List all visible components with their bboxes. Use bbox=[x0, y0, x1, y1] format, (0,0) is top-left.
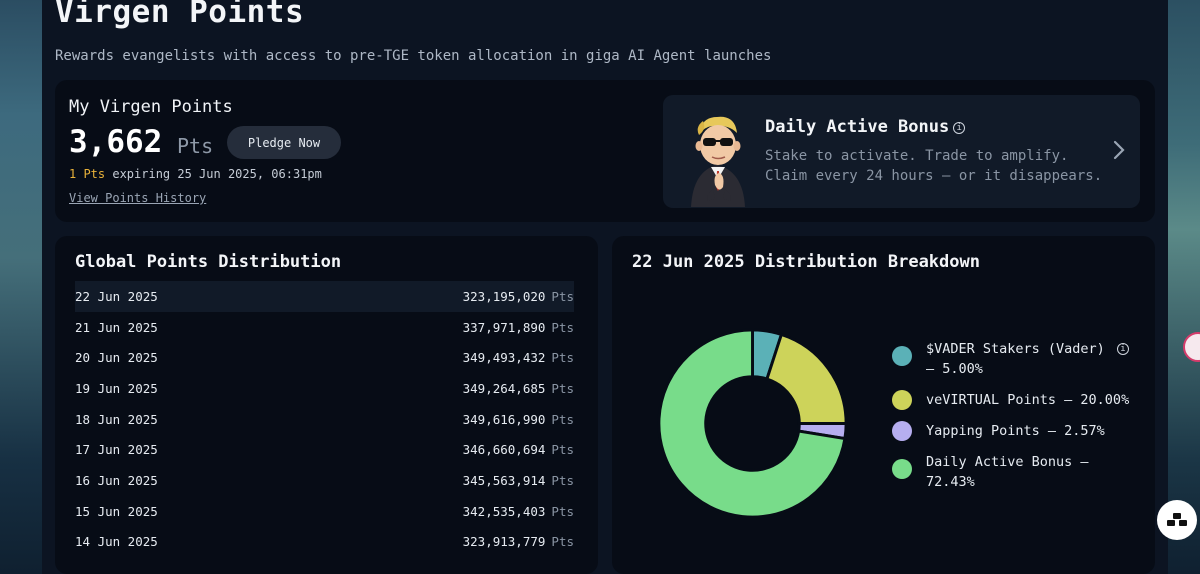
distribution-donut-chart bbox=[657, 328, 848, 519]
my-points-card: My Virgen Points 3,662 Pts Pledge Now 1 … bbox=[55, 80, 1155, 222]
row-date: 14 Jun 2025 bbox=[75, 534, 158, 550]
legend-label-line1: Daily Active Bonus – bbox=[926, 454, 1089, 470]
row-unit: Pts bbox=[551, 380, 574, 396]
row-value-cell: 342,535,403 Pts bbox=[463, 504, 574, 519]
bonus-description-line2: Claim every 24 hours — or it disappears. bbox=[765, 168, 1103, 184]
legend-item-vevirtual: veVIRTUAL Points – 20.00% bbox=[892, 390, 1142, 410]
row-value: 349,493,432 bbox=[462, 350, 546, 366]
row-value: 349,264,685 bbox=[462, 380, 546, 396]
row-date: 19 Jun 2025 bbox=[75, 380, 158, 396]
legend-swatch bbox=[892, 421, 912, 441]
legend-label: $VADER Stakers (Vader) i – 5.00% bbox=[926, 339, 1129, 379]
row-value: 323,195,020 bbox=[462, 288, 546, 304]
daily-active-bonus-label: Daily Active Bonus bbox=[765, 117, 950, 137]
row-value-cell: 349,493,432 Pts bbox=[463, 350, 574, 365]
row-date: 22 Jun 2025 bbox=[75, 288, 158, 304]
legend-label-line2: – 5.00% bbox=[926, 361, 983, 377]
my-points-unit: Pts bbox=[177, 134, 214, 158]
pledge-now-button[interactable]: Pledge Now bbox=[227, 126, 341, 159]
row-value-cell: 349,264,685 Pts bbox=[463, 381, 574, 396]
row-unit: Pts bbox=[551, 503, 574, 519]
row-value: 349,616,990 bbox=[462, 411, 546, 427]
breakdown-title: 22 Jun 2025 Distribution Breakdown bbox=[632, 252, 980, 272]
row-value: 323,913,779 bbox=[462, 534, 546, 550]
info-icon[interactable]: i bbox=[953, 122, 966, 134]
table-row: 18 Jun 2025 349,616,990 Pts bbox=[75, 404, 574, 435]
floating-widget-button[interactable] bbox=[1157, 500, 1197, 540]
row-date: 21 Jun 2025 bbox=[75, 319, 158, 335]
row-date: 16 Jun 2025 bbox=[75, 472, 158, 488]
legend-label-line1: Yapping Points – 2.57% bbox=[926, 423, 1105, 439]
legend-item-daily-active-bonus: Daily Active Bonus – 72.43% bbox=[892, 452, 1142, 492]
row-unit: Pts bbox=[551, 411, 574, 427]
my-points-value: 3,662 bbox=[69, 124, 163, 160]
legend-swatch bbox=[892, 390, 912, 410]
row-value-cell: 337,971,890 Pts bbox=[463, 320, 574, 335]
legend-swatch bbox=[892, 459, 912, 479]
daily-active-bonus-card[interactable]: Daily Active Bonus i Stake to activate. T… bbox=[663, 95, 1140, 208]
info-icon[interactable]: i bbox=[1116, 343, 1129, 355]
chevron-right-icon[interactable] bbox=[1112, 139, 1126, 161]
expiring-text: expiring 25 Jun 2025, 06:31pm bbox=[112, 167, 322, 181]
row-value-cell: 345,563,914 Pts bbox=[463, 473, 574, 488]
row-date: 20 Jun 2025 bbox=[75, 350, 158, 366]
row-value: 345,563,914 bbox=[462, 472, 546, 488]
bonus-description-line1: Stake to activate. Trade to amplify. bbox=[765, 148, 1069, 164]
table-row: 19 Jun 2025 349,264,685 Pts bbox=[75, 373, 574, 404]
table-row: 16 Jun 2025 345,563,914 Pts bbox=[75, 465, 574, 496]
mascot-avatar bbox=[691, 116, 745, 207]
table-row: 15 Jun 2025 342,535,403 Pts bbox=[75, 496, 574, 527]
row-unit: Pts bbox=[551, 350, 574, 366]
donut-slice-daily-active-bonus[interactable] bbox=[657, 328, 847, 519]
distribution-title: Global Points Distribution bbox=[75, 252, 342, 272]
distribution-breakdown-card: 22 Jun 2025 Distribution Breakdown $VADE… bbox=[612, 236, 1155, 574]
table-row: 22 Jun 2025 323,195,020 Pts bbox=[75, 281, 574, 312]
row-value: 337,971,890 bbox=[462, 319, 546, 335]
main-panel: Virgen Points Rewards evangelists with a… bbox=[42, 0, 1168, 574]
row-unit: Pts bbox=[551, 442, 574, 458]
page-title: Virgen Points bbox=[55, 0, 305, 30]
row-value-cell: 323,195,020 Pts bbox=[463, 289, 574, 304]
row-value: 342,535,403 bbox=[462, 503, 546, 519]
legend-label: Daily Active Bonus – 72.43% bbox=[926, 452, 1089, 492]
table-row: 20 Jun 2025 349,493,432 Pts bbox=[75, 342, 574, 373]
legend-item-vader-stakers: $VADER Stakers (Vader) i – 5.00% bbox=[892, 339, 1142, 379]
row-date: 15 Jun 2025 bbox=[75, 503, 158, 519]
points-expiry: 1 Pts expiring 25 Jun 2025, 06:31pm bbox=[69, 167, 322, 181]
row-unit: Pts bbox=[551, 472, 574, 488]
global-points-distribution-card: Global Points Distribution 22 Jun 2025 32… bbox=[55, 236, 598, 574]
row-date: 18 Jun 2025 bbox=[75, 411, 158, 427]
legend-label: Yapping Points – 2.57% bbox=[926, 421, 1105, 441]
row-unit: Pts bbox=[551, 534, 574, 550]
distribution-table: 22 Jun 2025 323,195,020 Pts 21 Jun 2025 337… bbox=[75, 281, 574, 557]
row-value-cell: 346,660,694 Pts bbox=[463, 442, 574, 457]
widget-icon bbox=[1167, 513, 1187, 526]
table-row: 14 Jun 2025 323,913,779 Pts bbox=[75, 527, 574, 558]
row-value-cell: 349,616,990 Pts bbox=[463, 412, 574, 427]
legend-item-yapping: Yapping Points – 2.57% bbox=[892, 421, 1142, 441]
row-unit: Pts bbox=[551, 319, 574, 335]
table-row: 21 Jun 2025 337,971,890 Pts bbox=[75, 312, 574, 343]
row-value-cell: 323,913,779 Pts bbox=[463, 534, 574, 549]
daily-active-bonus-title: Daily Active Bonus i bbox=[765, 117, 966, 137]
legend-label-line2: 72.43% bbox=[926, 474, 975, 490]
legend-label: veVIRTUAL Points – 20.00% bbox=[926, 390, 1129, 410]
expiring-amount: 1 Pts bbox=[69, 167, 106, 181]
view-points-history-link[interactable]: View Points History bbox=[69, 191, 207, 205]
chart-legend: $VADER Stakers (Vader) i – 5.00% veVIRTU… bbox=[892, 339, 1142, 503]
row-unit: Pts bbox=[551, 288, 574, 304]
page-subtitle: Rewards evangelists with access to pre-T… bbox=[55, 48, 772, 64]
row-date: 17 Jun 2025 bbox=[75, 442, 158, 458]
row-value: 346,660,694 bbox=[462, 442, 546, 458]
my-points-label: My Virgen Points bbox=[69, 97, 233, 117]
donut-slice-vevirtual-points[interactable] bbox=[765, 332, 848, 425]
table-row: 17 Jun 2025 346,660,694 Pts bbox=[75, 434, 574, 465]
background-left bbox=[0, 0, 42, 574]
legend-swatch bbox=[892, 346, 912, 366]
legend-label-line1: veVIRTUAL Points – 20.00% bbox=[926, 392, 1130, 408]
background-right bbox=[1168, 0, 1200, 574]
legend-label-line1: $VADER Stakers (Vader) bbox=[926, 341, 1105, 357]
